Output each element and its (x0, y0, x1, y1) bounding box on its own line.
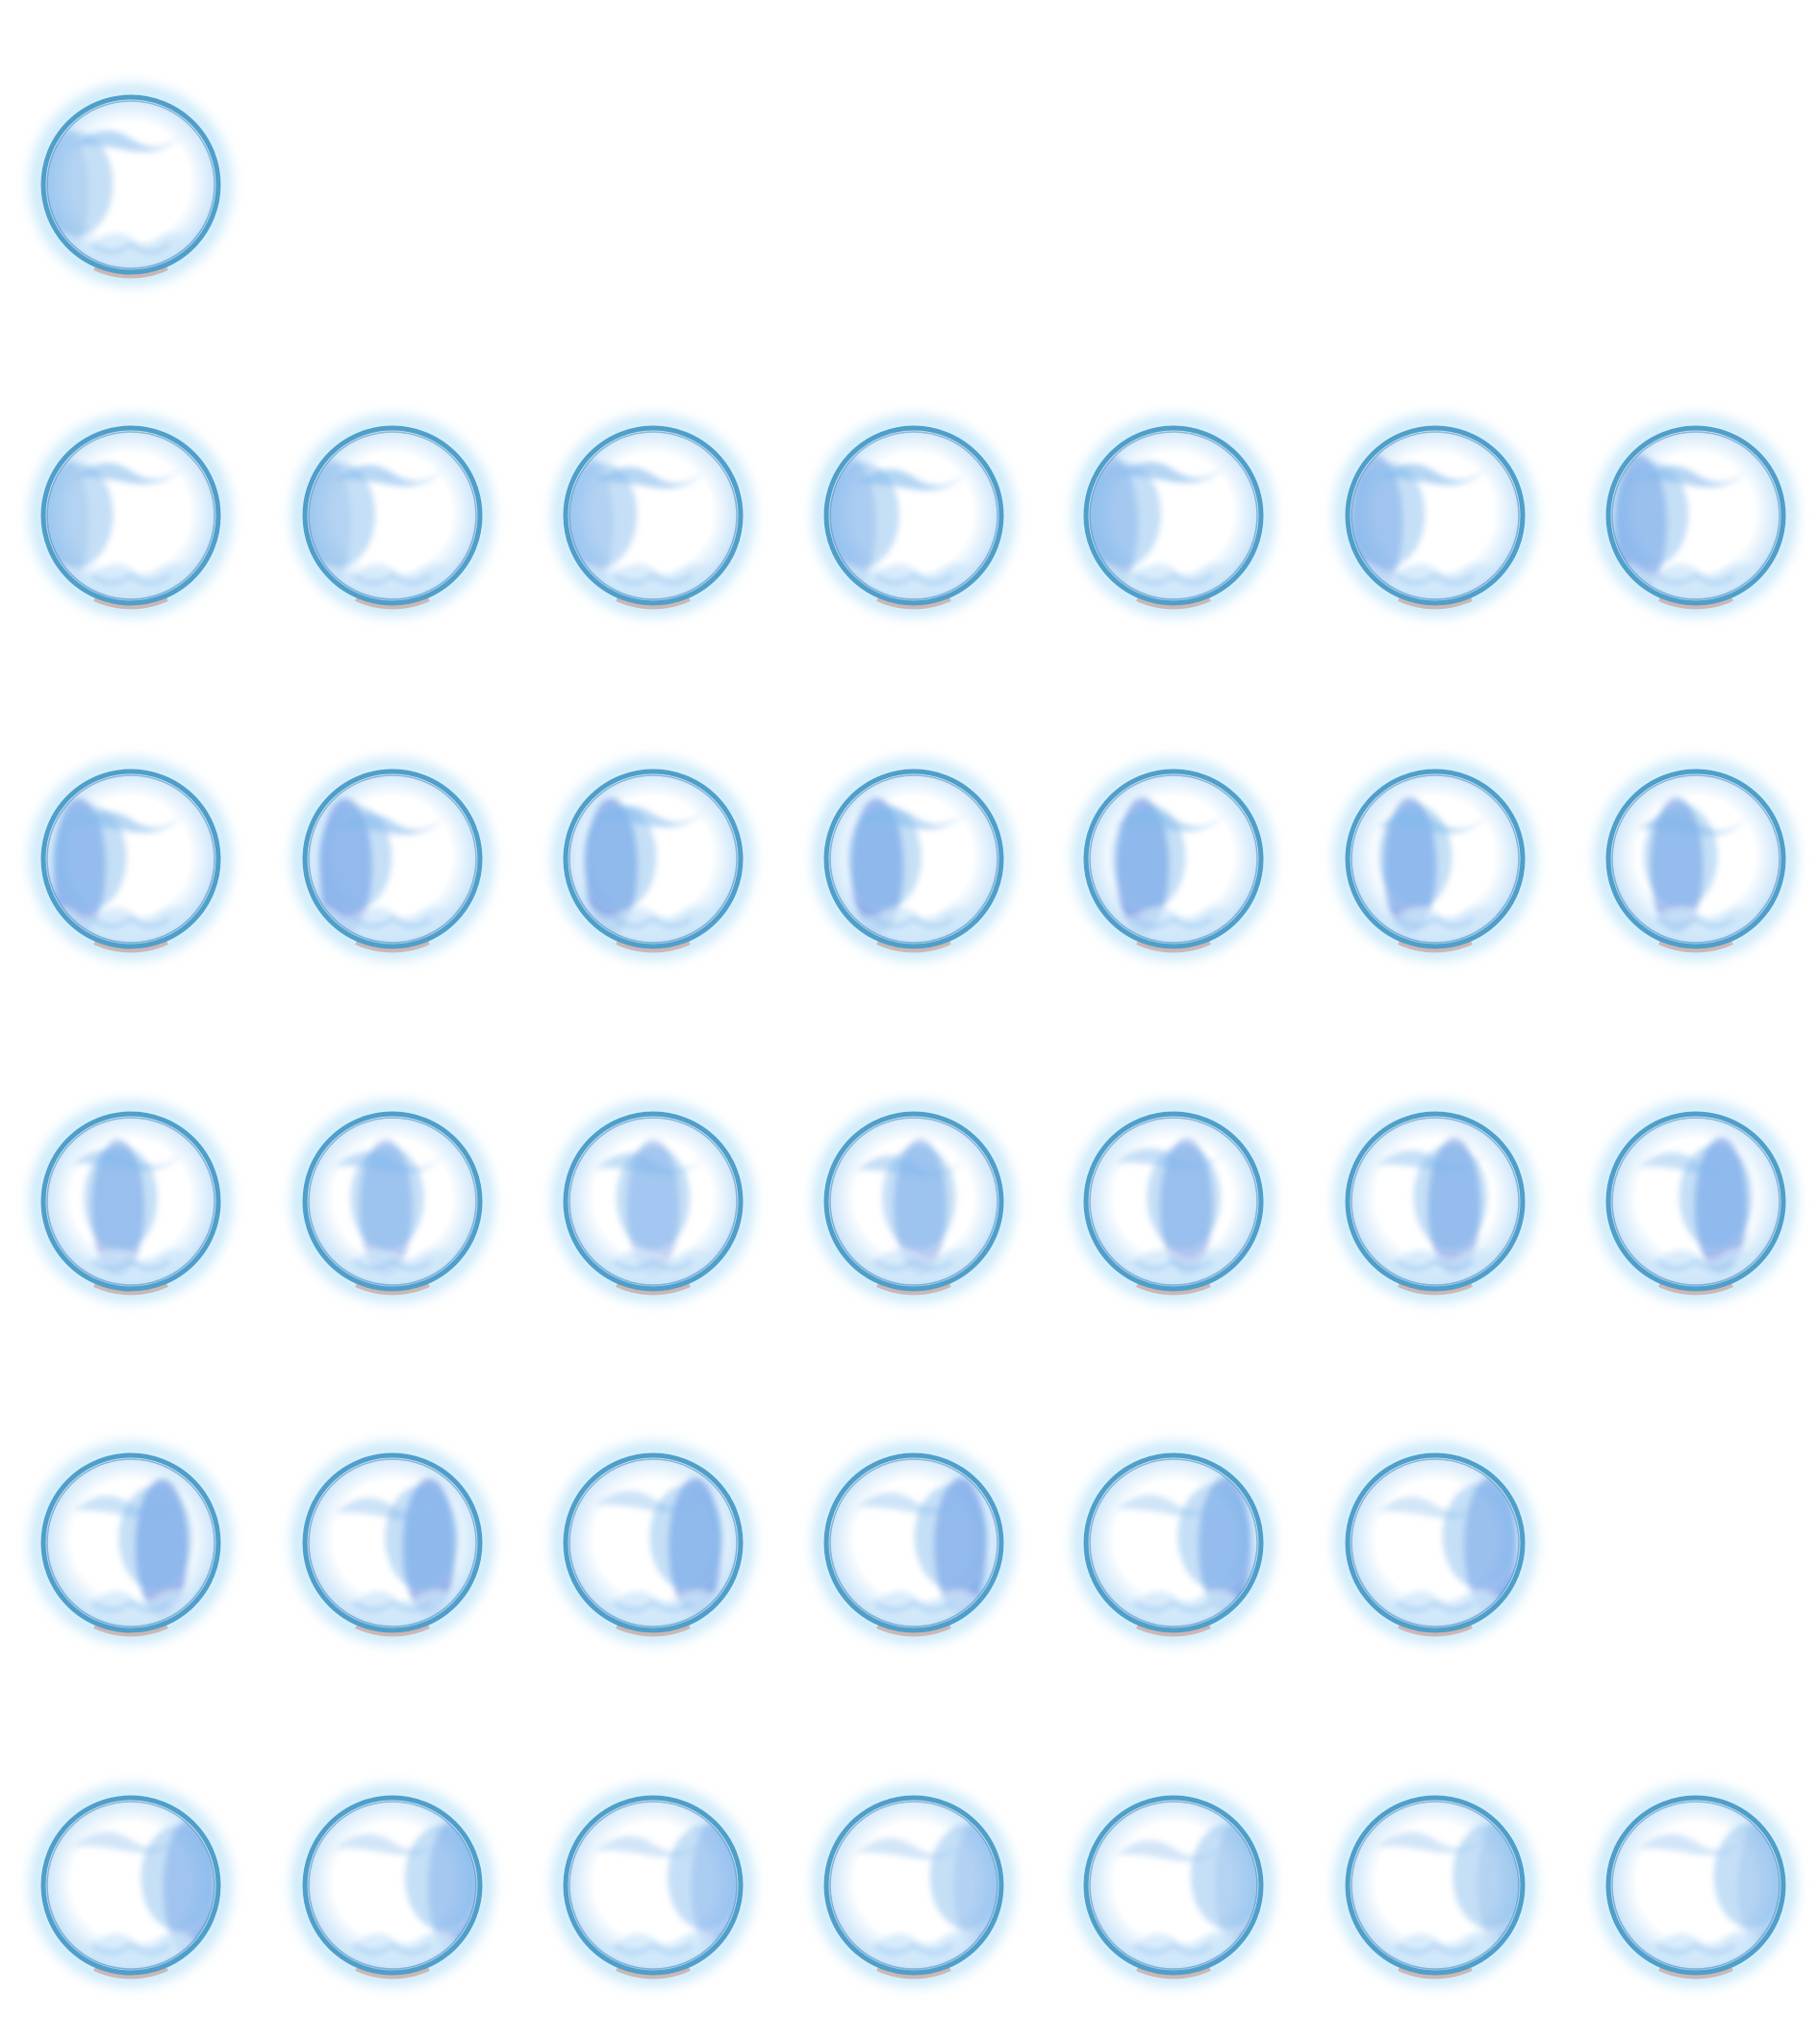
bubble-frame (1596, 1785, 1796, 1985)
bubble-frame (31, 416, 231, 616)
bubble-frame (553, 1443, 753, 1643)
bubble-frame (31, 759, 231, 959)
bubble-frame (292, 759, 492, 959)
bubble-frame (553, 1785, 753, 1985)
bubble-frame (814, 416, 1014, 616)
bubble-frame (1073, 1443, 1274, 1643)
bubble-frame (1335, 416, 1535, 616)
bubble-frame (1335, 1101, 1535, 1301)
bubble-frame (31, 85, 231, 285)
bubble-frame (553, 759, 753, 959)
bubble-frame (814, 1785, 1014, 1985)
bubble-frame (1073, 1785, 1274, 1985)
bubble-frame (553, 1101, 753, 1301)
bubble-frame (31, 1443, 231, 1643)
bubble-frame (1596, 759, 1796, 959)
bubble-frame (1073, 416, 1274, 616)
bubble-frame (31, 1101, 231, 1301)
bubble-frame (1335, 1785, 1535, 1985)
bubble-frame (292, 1443, 492, 1643)
bubble-frame (1073, 1101, 1274, 1301)
bubble-frame (1335, 759, 1535, 959)
bubble-frame (1073, 759, 1274, 959)
bubble-frame (814, 759, 1014, 959)
frames-layer (31, 85, 1796, 1985)
bubble-frame (292, 416, 492, 616)
bubble-frame (292, 1101, 492, 1301)
bubble-frame (553, 416, 753, 616)
bubble-frame (31, 1785, 231, 1985)
bubble-frame (1596, 416, 1796, 616)
bubble-frame (814, 1443, 1014, 1643)
bubble-frame (1335, 1443, 1535, 1643)
bubble-frame (1596, 1101, 1796, 1301)
bubble-frame (292, 1785, 492, 1985)
bubble-frame (814, 1101, 1014, 1301)
